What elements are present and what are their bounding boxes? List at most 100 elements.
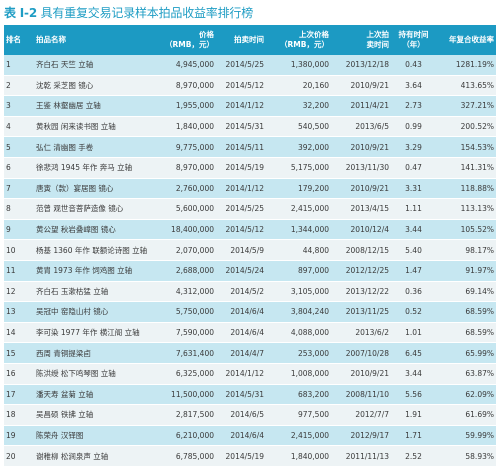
cell-date: 2014/6/5: [216, 404, 266, 426]
cell-date: 2014/5/24: [216, 260, 266, 282]
cell-prev-date: 2013/4/15: [331, 198, 391, 220]
cell-hold-years: 3.64: [391, 75, 436, 97]
cell-hold-years: 1.71: [391, 425, 436, 447]
cell-prev-price: 1,344,000: [266, 219, 331, 241]
cell-hold-years: 0.52: [391, 301, 436, 323]
cell-rank: 11: [4, 260, 34, 282]
table-caption: 具有重复交易记录样本拍品收益率排行榜: [40, 6, 254, 20]
cell-name: 沈乾 采芝图 镜心: [34, 75, 154, 97]
cell-rank: 2: [4, 75, 34, 97]
table-row: 15 西周 青铜提梁卣 7,631,400 2014/4/7 253,000 2007/1…: [4, 342, 496, 364]
header-prev-date: 上次拍 卖时间: [331, 25, 391, 55]
cell-name: 谢稚柳 松涧泉声 立轴: [34, 445, 154, 467]
cell-prev-price: 44,800: [266, 239, 331, 261]
cell-date: 2014/5/9: [216, 239, 266, 261]
cell-prev-price: 392,000: [266, 136, 331, 158]
cell-rank: 19: [4, 425, 34, 447]
table-row: 3 王鉴 林壑幽居 立轴 1,955,000 2014/1/12 32,200 2011/…: [4, 95, 496, 117]
cell-hold-years: 1.01: [391, 322, 436, 344]
cell-hold-years: 1.47: [391, 260, 436, 282]
cell-name: 黄胄 1973 年作 饲鸡图 立轴: [34, 260, 154, 282]
cell-cagr: 91.97%: [436, 260, 496, 282]
cell-date: 2014/6/4: [216, 322, 266, 344]
cell-rank: 16: [4, 363, 34, 385]
cell-cagr: 118.88%: [436, 178, 496, 200]
cell-cagr: 58.93%: [436, 445, 496, 467]
cell-hold-years: 1.91: [391, 404, 436, 426]
cell-prev-price: 4,088,000: [266, 322, 331, 344]
cell-rank: 18: [4, 404, 34, 426]
cell-date: 2014/1/12: [216, 363, 266, 385]
cell-prev-price: 3,804,240: [266, 301, 331, 323]
cell-price: 2,817,500: [154, 404, 216, 426]
cell-cagr: 413.65%: [436, 75, 496, 97]
cell-prev-price: 1,840,000: [266, 445, 331, 467]
table-row: 17 潘天寿 盆菊 立轴 11,500,000 2014/5/31 683,200 200…: [4, 384, 496, 406]
table-row: 5 弘仁 清幽图 手卷 9,775,000 2014/5/11 392,000 2010/…: [4, 136, 496, 158]
table-row: 18 吴昌硕 铁拂 立轴 2,817,500 2014/6/5 977,500 2012/…: [4, 404, 496, 426]
cell-rank: 20: [4, 445, 34, 467]
header-price: 价格 （RMB，元）: [154, 25, 216, 55]
cell-price: 9,775,000: [154, 136, 216, 158]
cell-date: 2014/4/7: [216, 342, 266, 364]
cell-price: 8,970,000: [154, 157, 216, 179]
cell-name: 陈洪绶 松下鸣琴图 立轴: [34, 363, 154, 385]
cell-hold-years: 2.73: [391, 95, 436, 117]
header-cagr: 年复合收益率: [436, 25, 496, 55]
cell-name: 潘天寿 盆菊 立轴: [34, 384, 154, 406]
ranking-table: 排名 拍品名称 价格 （RMB，元） 拍卖时间 上次价格 （RMB，元） 上次拍…: [4, 25, 496, 467]
cell-hold-years: 3.31: [391, 178, 436, 200]
cell-rank: 4: [4, 116, 34, 138]
header-rank: 排名: [4, 25, 34, 55]
cell-prev-price: 977,500: [266, 404, 331, 426]
cell-rank: 15: [4, 342, 34, 364]
cell-price: 6,210,000: [154, 425, 216, 447]
cell-cagr: 65.99%: [436, 342, 496, 364]
table-row: 10 杨基 1360 年作 联额论诗图 立轴 2,070,000 2014/5/9 44…: [4, 239, 496, 261]
cell-name: 杨基 1360 年作 联额论诗图 立轴: [34, 239, 154, 261]
cell-hold-years: 3.44: [391, 363, 436, 385]
table-row: 1 齐白石 天竺 立轴 4,945,000 2014/5/25 1,380,000 201…: [4, 55, 496, 76]
cell-prev-date: 2012/9/17: [331, 425, 391, 447]
cell-hold-years: 6.45: [391, 342, 436, 364]
table-row: 11 黄胄 1973 年作 饲鸡图 立轴 2,688,000 2014/5/24 897…: [4, 260, 496, 282]
cell-name: 西周 青铜提梁卣: [34, 342, 154, 364]
cell-price: 7,631,400: [154, 342, 216, 364]
cell-name: 范曾 观世音菩萨造像 镜心: [34, 198, 154, 220]
cell-date: 2014/6/4: [216, 301, 266, 323]
cell-rank: 17: [4, 384, 34, 406]
cell-cagr: 1281.19%: [436, 55, 496, 76]
cell-prev-date: 2007/10/28: [331, 342, 391, 364]
cell-date: 2014/5/25: [216, 55, 266, 76]
cell-hold-years: 5.40: [391, 239, 436, 261]
cell-date: 2014/5/31: [216, 384, 266, 406]
cell-prev-date: 2010/12/4: [331, 219, 391, 241]
cell-cagr: 68.59%: [436, 301, 496, 323]
cell-date: 2014/6/4: [216, 425, 266, 447]
cell-rank: 7: [4, 178, 34, 200]
cell-prev-price: 2,415,000: [266, 425, 331, 447]
cell-rank: 14: [4, 322, 34, 344]
cell-prev-price: 1,008,000: [266, 363, 331, 385]
cell-hold-years: 1.11: [391, 198, 436, 220]
cell-cagr: 154.53%: [436, 136, 496, 158]
cell-hold-years: 5.56: [391, 384, 436, 406]
cell-price: 1,840,000: [154, 116, 216, 138]
cell-prev-price: 32,200: [266, 95, 331, 117]
cell-prev-price: 253,000: [266, 342, 331, 364]
cell-date: 2014/5/12: [216, 219, 266, 241]
cell-prev-date: 2010/9/21: [331, 75, 391, 97]
cell-price: 7,590,000: [154, 322, 216, 344]
table-row: 8 范曾 观世音菩萨造像 镜心 5,600,000 2014/5/25 2,415,00…: [4, 198, 496, 220]
cell-rank: 12: [4, 281, 34, 303]
table-row: 7 唐寅（款）宴居图 镜心 2,760,000 2014/1/12 179,200 201…: [4, 178, 496, 200]
cell-rank: 9: [4, 219, 34, 241]
cell-prev-date: 2013/12/22: [331, 281, 391, 303]
cell-price: 5,600,000: [154, 198, 216, 220]
cell-cagr: 68.59%: [436, 322, 496, 344]
cell-hold-years: 0.47: [391, 157, 436, 179]
cell-date: 2014/1/12: [216, 95, 266, 117]
table-row: 19 陈荣舟 汉铎图 6,210,000 2014/6/4 2,415,000 2012/…: [4, 425, 496, 447]
cell-cagr: 98.17%: [436, 239, 496, 261]
cell-prev-date: 2008/11/10: [331, 384, 391, 406]
